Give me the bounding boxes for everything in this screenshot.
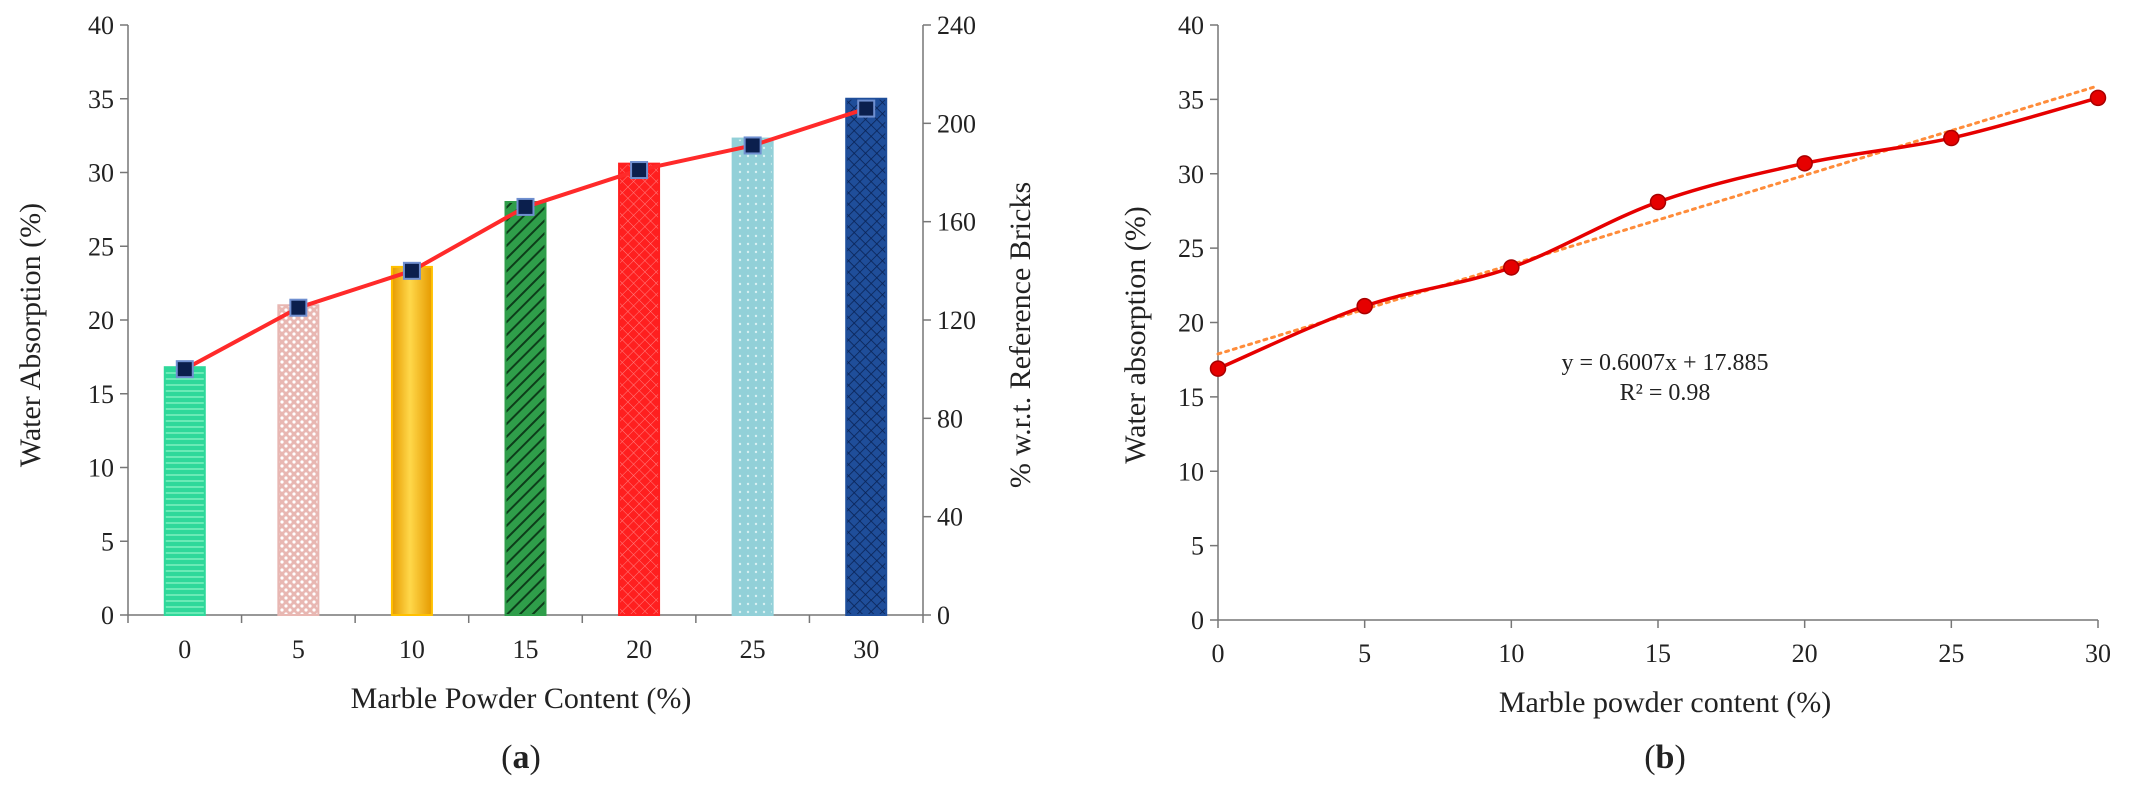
- panel-b-trendline: [1216, 84, 2100, 356]
- panel-a-line-marker: [630, 161, 649, 180]
- panel-b-x-tick-label: 20: [1792, 639, 1818, 668]
- panel-a-x-tick-label: 15: [513, 635, 539, 664]
- panel-a-line-marker: [857, 99, 876, 118]
- panel-a-y-tick-label: 40: [88, 11, 114, 40]
- panel-b-y-tick-label: 35: [1178, 85, 1204, 114]
- panel-a-x-tick-label: 20: [626, 635, 652, 664]
- panel-a-x-tick-label: 25: [740, 635, 766, 664]
- panel-a-line-marker: [743, 136, 762, 155]
- panel-a-line-marker: [175, 360, 194, 379]
- panel-b-y-tick-label: 25: [1178, 234, 1204, 263]
- panel-a-bar: [277, 304, 320, 616]
- panel-b-tick-labels: 0 5 10 15 20 25 30 35 40 0 5 10 15 20 25 30: [1178, 11, 2111, 668]
- panel-a-y2-tick-label: 80: [937, 404, 963, 433]
- panel-a-y-tick-label: 25: [88, 232, 114, 261]
- panel-a-y2-tick-label: 120: [937, 306, 976, 335]
- panel-a-bar: [618, 162, 661, 616]
- panel-a-bars: [163, 97, 888, 617]
- panel-a-tick-labels: 0 5 10 15 20 25 30 35 40 0 40 80 120 160 200 240 0 5 10 15 2…: [88, 11, 976, 664]
- panel-a-x-tick-label: 30: [853, 635, 879, 664]
- panel-a-y-tick-label: 20: [88, 306, 114, 335]
- panel-a-x-tick-label: 10: [399, 635, 425, 664]
- panel-b-series: [1209, 89, 2107, 377]
- panel-b-series-line: [1217, 96, 2099, 371]
- panel-b-x-tick-label: 5: [1358, 639, 1371, 668]
- panel-b-data-point: [1649, 193, 1667, 211]
- panel-b-x-tick-label: 10: [1498, 639, 1524, 668]
- panel-b-chart: 0 5 10 15 20 25 30 35 40 0 5 10 15 20 25 30 Marble powd…: [1119, 11, 2111, 776]
- panel-a-line-marker: [402, 261, 421, 280]
- panel-a-y-tick-label: 35: [88, 85, 114, 114]
- panel-b-y-tick-label: 10: [1178, 457, 1204, 486]
- panel-b-x-tick-label: 30: [2085, 639, 2111, 668]
- panel-a-y-tick-label: 0: [101, 601, 114, 630]
- panel-b-y-tick-label: 30: [1178, 160, 1204, 189]
- panel-b-data-point: [1209, 360, 1227, 377]
- panel-b-data-point: [1943, 129, 1960, 147]
- panel-a-y-tick-label: 5: [101, 527, 114, 556]
- panel-b-y-tick-label: 0: [1191, 606, 1204, 635]
- panel-b-data-point: [2089, 89, 2107, 107]
- panel-a-y-tick-label: 15: [88, 380, 114, 409]
- panel-a-bar: [731, 137, 774, 616]
- panel-b-equation: y = 0.6007x + 17.885: [1561, 350, 1768, 376]
- panel-b-y-tick-label: 5: [1191, 532, 1204, 561]
- panel-b-xlabel: Marble powder content (%): [1499, 686, 1831, 719]
- panel-a-bar: [504, 201, 547, 616]
- panel-a-y2-tick-label: 240: [937, 11, 976, 40]
- panel-b-ylabel: Water absorption (%): [1119, 206, 1152, 464]
- panel-b-trendline-line: [1216, 84, 2100, 356]
- panel-a-bar: [845, 97, 888, 616]
- panel-a-line-marker: [516, 197, 535, 216]
- panel-b-x-tick-label: 25: [1938, 639, 1964, 668]
- panel-a-chart: 0 5 10 15 20 25 30 35 40 0 40 80 120 160 200 240 0 5 10 15 2…: [14, 11, 1037, 776]
- panel-b-label: (b): [1644, 739, 1686, 776]
- panel-a-x-tick-label: 5: [292, 635, 305, 664]
- panel-a-y2label: % w.r.t. Reference Bricks: [1004, 182, 1037, 488]
- panel-b-axes: [1210, 24, 2099, 628]
- panel-b-r2: R² = 0.98: [1620, 380, 1711, 406]
- panel-a-y2-tick-label: 0: [937, 601, 950, 630]
- panel-b-y-tick-label: 40: [1178, 11, 1204, 40]
- panel-a-y2-tick-label: 160: [937, 208, 976, 237]
- panel-a-label: (a): [501, 739, 541, 776]
- panel-b-x-tick-label: 0: [1212, 639, 1225, 668]
- panel-a-x-tick-label: 0: [178, 635, 191, 664]
- panel-b-y-tick-label: 15: [1178, 383, 1204, 412]
- panel-a-xlabel: Marble Powder Content (%): [351, 682, 692, 715]
- panel-a-line-marker: [289, 298, 308, 317]
- panel-a-y-tick-label: 30: [88, 159, 114, 188]
- panel-a-line-series: [175, 99, 876, 379]
- panel-a-ylabel: Water Absorption (%): [14, 203, 47, 467]
- panel-b-data-point: [1356, 297, 1373, 315]
- panel-b-data-point: [1503, 259, 1520, 276]
- panel-a-y-tick-label: 10: [88, 454, 114, 483]
- panel-b-x-tick-label: 15: [1645, 639, 1671, 668]
- panel-b-y-tick-label: 20: [1178, 309, 1204, 338]
- panel-a-bar: [390, 265, 433, 616]
- panel-a-y2-tick-label: 40: [937, 503, 963, 532]
- panel-b-data-point: [1796, 155, 1813, 172]
- panel-a-y2-tick-label: 200: [937, 109, 976, 138]
- panel-a-bar: [163, 366, 206, 617]
